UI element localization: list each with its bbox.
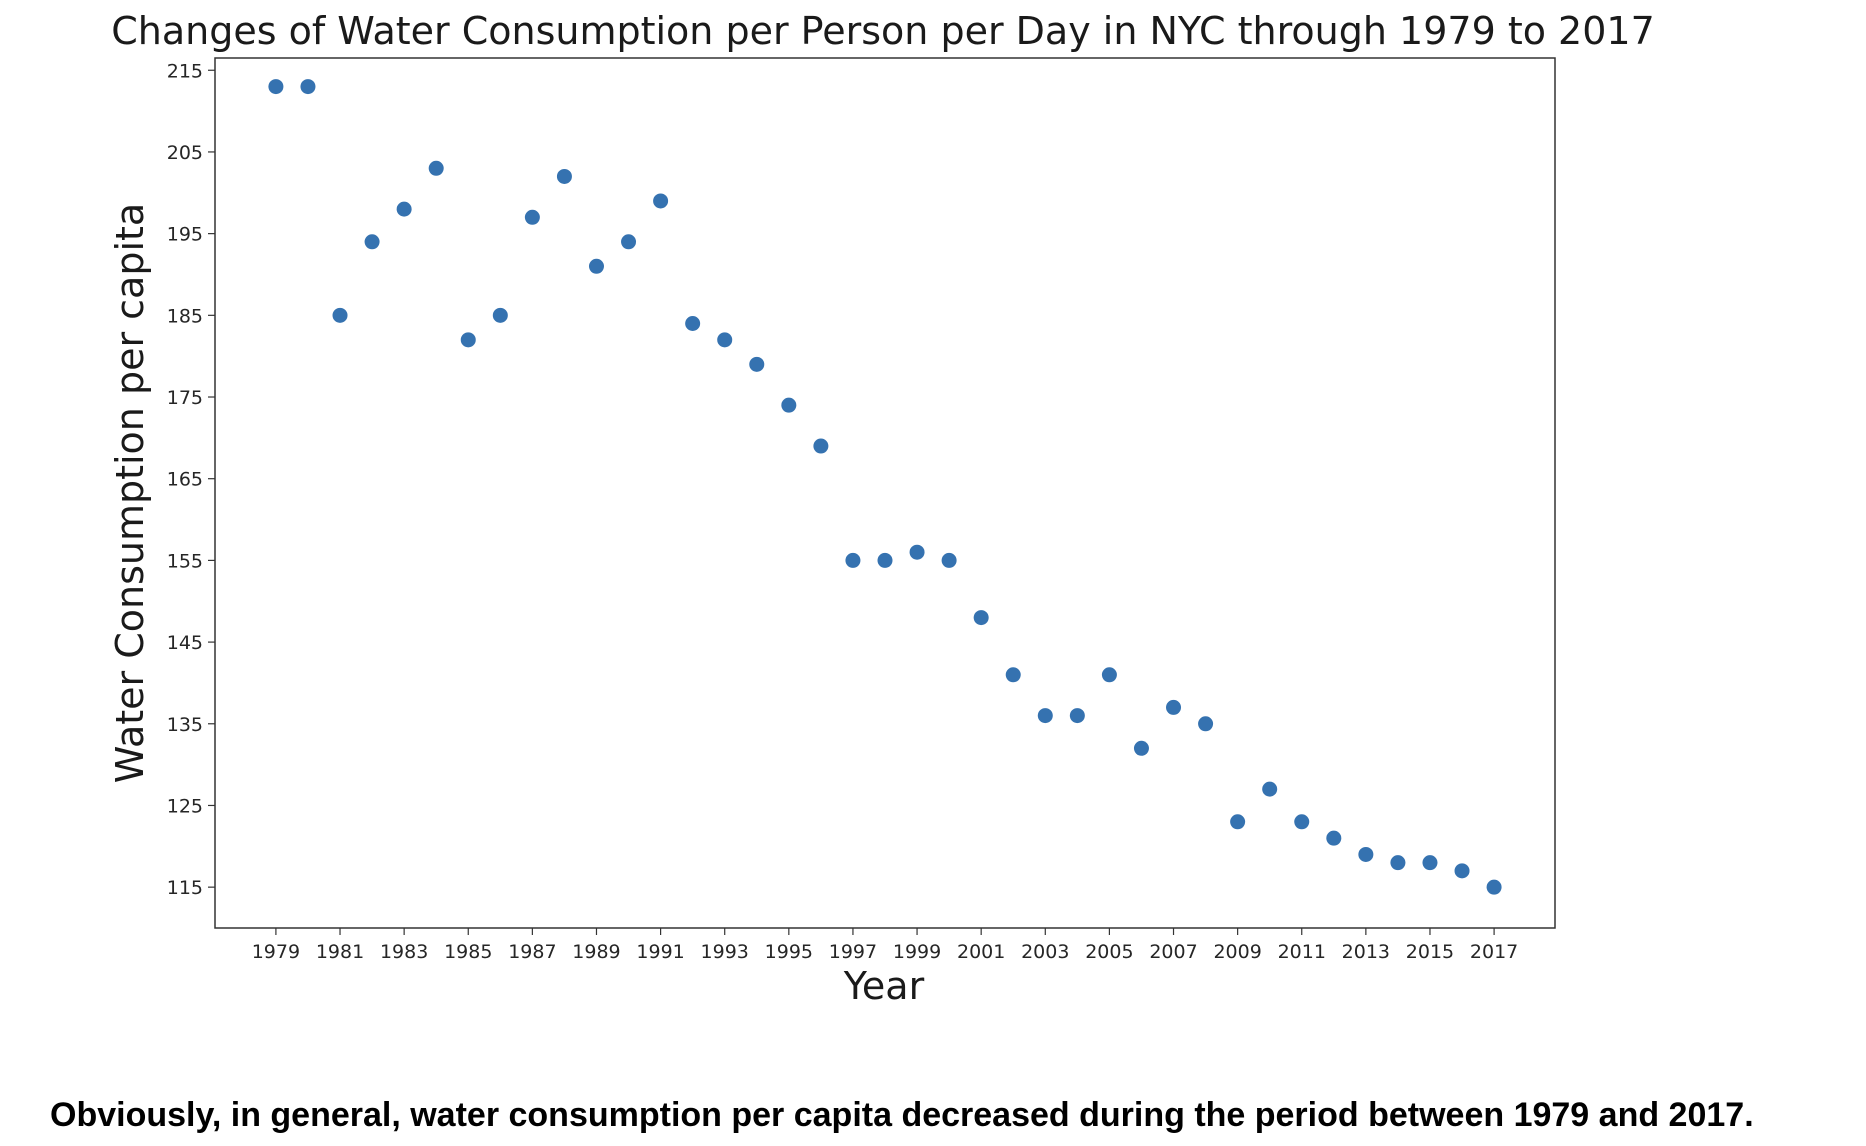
data-point [300,79,316,95]
x-tick-label: 2009 [1213,941,1261,963]
data-point [845,552,861,568]
y-axis: 115 125 135 145 155 165 175 185 195 205 215 [167,60,215,899]
y-tick-label: 215 [167,60,203,82]
data-point [653,193,669,209]
y-tick-label: 165 [167,469,203,491]
data-point [1454,863,1470,879]
chart-title: Changes of Water Consumption per Person … [111,9,1655,53]
x-tick-label: 2013 [1342,941,1390,963]
data-point [332,307,348,323]
y-tick-label: 175 [167,387,203,409]
scatter-chart: Changes of Water Consumption per Person … [108,9,1655,1008]
data-point [1294,814,1310,830]
x-tick-label: 2007 [1149,941,1197,963]
data-point [1198,716,1214,732]
data-point [1069,708,1085,724]
x-tick-label: 1991 [636,941,684,963]
data-point [1133,740,1149,756]
data-point [556,168,572,184]
x-axis-title: Year [843,964,925,1008]
x-tick-label: 1983 [380,941,428,963]
caption-text: Obviously, in general, water consumption… [50,1096,1754,1134]
data-point [1390,855,1406,871]
y-axis-title: Water Consumption per capita [108,203,152,783]
y-tick-label: 205 [167,142,203,164]
x-tick-label: 1985 [444,941,492,963]
data-point [524,209,540,225]
data-point [1005,667,1021,683]
data-point [717,332,733,348]
y-tick-label: 135 [167,714,203,736]
y-tick-label: 125 [167,795,203,817]
x-tick-label: 1997 [829,941,877,963]
x-tick-label: 2017 [1470,941,1518,963]
x-tick-label: 1987 [508,941,556,963]
data-point [1422,855,1438,871]
plot-area-frame [214,57,1556,929]
y-tick-label: 145 [167,632,203,654]
data-point [973,610,989,626]
data-point [1166,699,1182,715]
data-point [781,397,797,413]
x-tick-label: 1979 [252,941,300,963]
y-tick-label: 155 [167,550,203,572]
data-point [1326,830,1342,846]
x-tick-label: 2011 [1278,941,1326,963]
x-axis: 1979 1981 1983 1985 1987 1989 1991 1993 1995 1997… [252,928,1518,963]
data-point [685,315,701,331]
data-point [396,201,412,217]
x-tick-label: 1993 [701,941,749,963]
data-point [1358,846,1374,862]
data-point [1037,708,1053,724]
data-point [1486,879,1502,895]
data-point [268,79,284,95]
y-tick-label: 185 [167,305,203,327]
data-point [909,544,925,560]
x-tick-label: 1981 [316,941,364,963]
x-tick-label: 1999 [893,941,941,963]
x-tick-label: 2015 [1406,941,1454,963]
data-point [588,258,604,274]
y-tick-label: 115 [167,877,203,899]
data-point [877,552,893,568]
data-point [428,160,444,176]
data-point [1230,814,1246,830]
data-point [364,234,380,250]
x-tick-label: 1995 [765,941,813,963]
data-point [941,552,957,568]
data-point [749,356,765,372]
data-point [621,234,637,250]
data-point [1101,667,1117,683]
x-tick-label: 2005 [1085,941,1133,963]
y-tick-label: 195 [167,224,203,246]
x-tick-label: 2003 [1021,941,1069,963]
data-point [813,438,829,454]
data-point [460,332,476,348]
data-points [268,79,1502,895]
x-tick-label: 2001 [957,941,1005,963]
data-point [1262,781,1278,797]
x-tick-label: 1989 [572,941,620,963]
data-point [492,307,508,323]
